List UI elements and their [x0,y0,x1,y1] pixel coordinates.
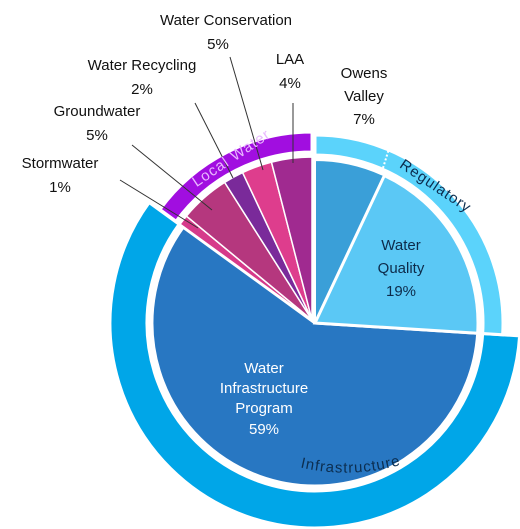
label-infra-line3: Program [235,400,293,417]
label-recycling-value: 2% [131,81,153,98]
slice-labels: Water Conservation 5% LAA 4% Water Recyc… [22,12,425,438]
slice-infrastructure-program[interactable] [150,225,480,488]
slice-laa[interactable] [270,156,313,321]
label-owens-value: 7% [353,111,375,128]
label-conservation-value: 5% [207,36,229,53]
ring-local-water [157,130,314,224]
leader-stormwater [119,179,199,229]
label-groundwater-name: Groundwater [54,103,141,120]
label-stormwater-name: Stormwater [22,155,99,172]
leader-recycling [194,102,234,179]
label-quality-line2: Quality [378,260,425,277]
leader-groundwater [131,144,213,211]
leader-lines [119,56,294,229]
label-laa-name: LAA [276,51,304,68]
regulatory-ring-divider [382,138,393,169]
ring-infrastructure [108,200,520,529]
label-conservation-name: Water Conservation [160,12,292,29]
label-owens-line2: Valley [344,88,384,105]
label-infra-value: 59% [249,421,279,438]
label-recycling-name: Water Recycling [88,57,197,74]
label-stormwater-value: 1% [49,179,71,196]
label-groundwater-value: 5% [86,127,108,144]
ring-regulatory [313,133,505,337]
label-infra-line2: Infrastructure [220,380,308,397]
label-quality-value: 19% [386,283,416,300]
label-infra-line1: Water [244,360,283,377]
label-laa-value: 4% [279,75,301,92]
outer-ring [108,130,520,529]
label-owens-line1: Owens [341,65,388,82]
label-quality-line1: Water [381,237,420,254]
slice-water-quality[interactable] [312,173,480,335]
pie-slices [150,156,480,488]
leader-conservation [229,56,264,171]
